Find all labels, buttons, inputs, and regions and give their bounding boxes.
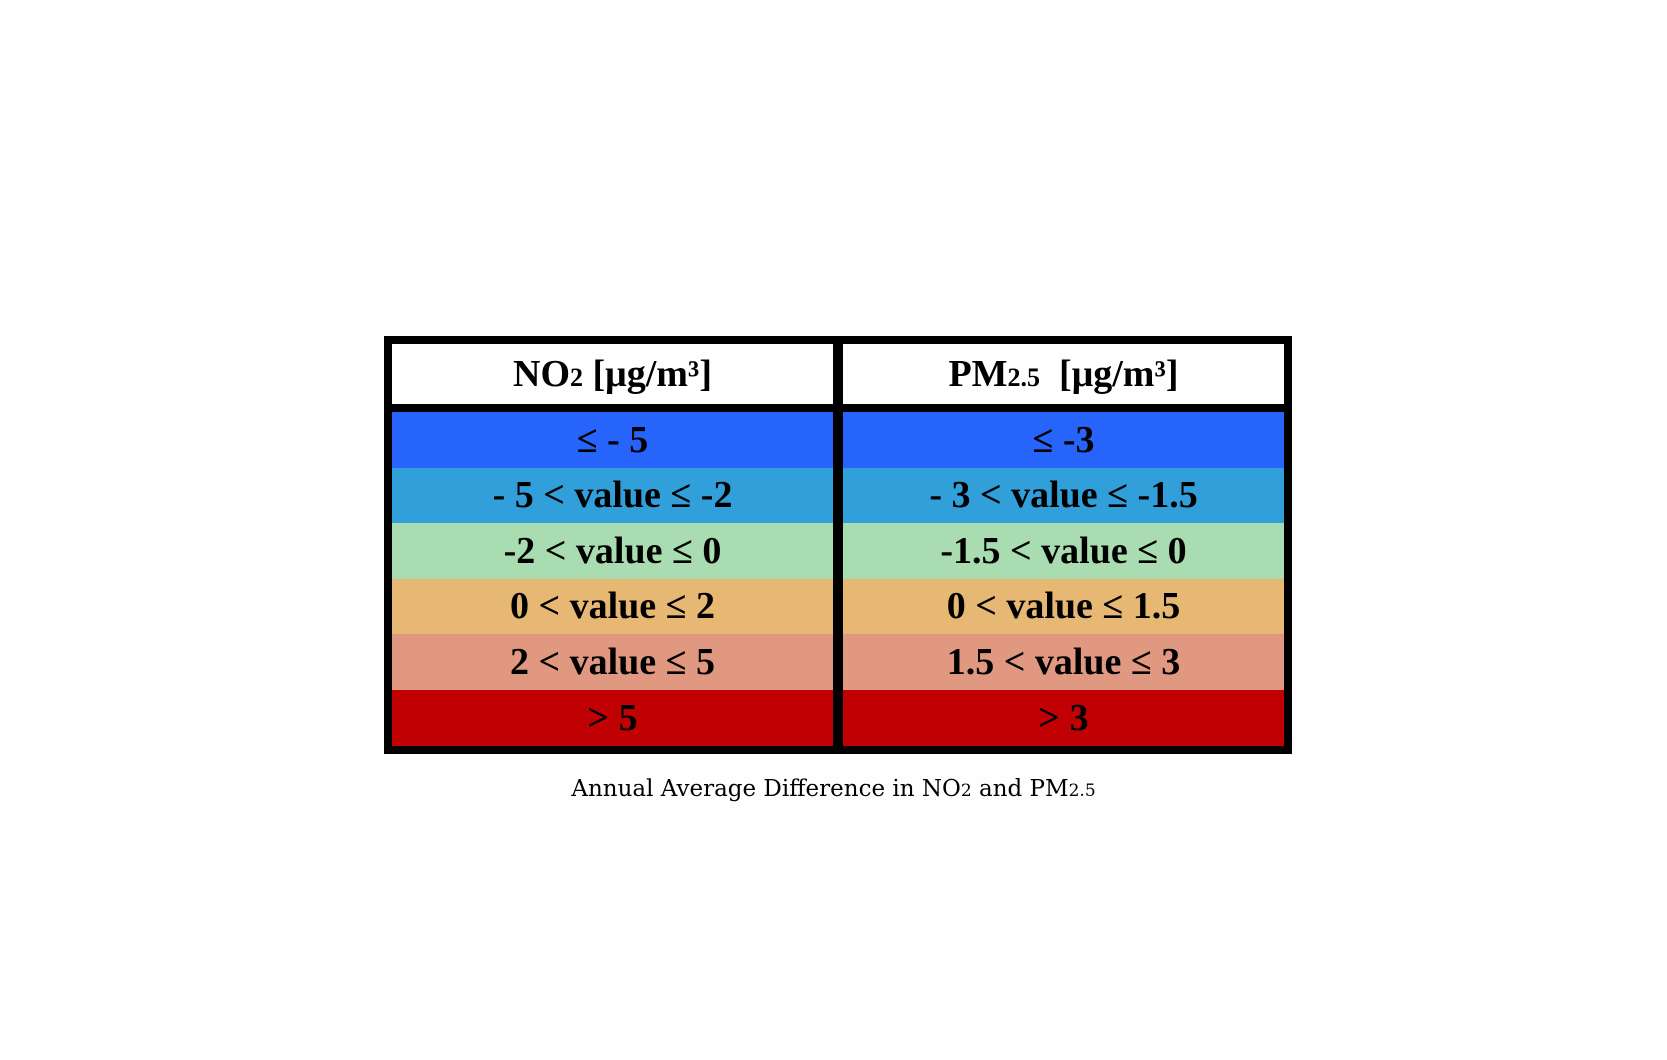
color-legend-table: NO 2 [μg/m³] ≤ - 5 - 5 < value ≤ -2 -2 < … — [384, 336, 1292, 754]
pm25-header-subscript: 2.5 — [1007, 363, 1041, 392]
pm25-header-label: PM — [948, 353, 1008, 395]
no2-band-6: > 5 — [392, 689, 833, 746]
no2-header-label: NO — [513, 353, 571, 395]
pm25-band-1: ≤ -3 — [843, 412, 1284, 468]
caption-text-1: Annual Average Difference in NO — [571, 776, 961, 802]
header-divider — [843, 404, 1284, 412]
no2-band-4: 0 < value ≤ 2 — [392, 578, 833, 634]
no2-band-1: ≤ - 5 — [392, 412, 833, 468]
pm25-header-unit: [μg/m³] — [1040, 353, 1179, 395]
pm25-band-5: 1.5 < value ≤ 3 — [843, 634, 1284, 690]
pm25-header: PM 2.5 [μg/m³] — [843, 344, 1284, 404]
no2-band-5: 2 < value ≤ 5 — [392, 634, 833, 690]
caption-subscript-2: 2.5 — [1068, 781, 1096, 801]
no2-header-subscript: 2 — [570, 363, 584, 392]
no2-column: NO 2 [μg/m³] ≤ - 5 - 5 < value ≤ -2 -2 < … — [392, 344, 833, 746]
header-divider — [392, 404, 833, 412]
no2-header-unit: [μg/m³] — [583, 353, 712, 395]
figure-caption: Annual Average Difference in NO2 and PM2… — [0, 776, 1667, 802]
no2-header: NO 2 [μg/m³] — [392, 344, 833, 404]
pm25-column: PM 2.5 [μg/m³] ≤ -3 - 3 < value ≤ -1.5 -1… — [843, 344, 1284, 746]
pm25-band-6: > 3 — [843, 689, 1284, 746]
pm25-band-2: - 3 < value ≤ -1.5 — [843, 467, 1284, 523]
pm25-band-4: 0 < value ≤ 1.5 — [843, 578, 1284, 634]
caption-text-2: and PM — [971, 776, 1069, 802]
caption-subscript-1: 2 — [960, 781, 972, 801]
no2-band-2: - 5 < value ≤ -2 — [392, 467, 833, 523]
pm25-band-3: -1.5 < value ≤ 0 — [843, 523, 1284, 579]
no2-band-3: -2 < value ≤ 0 — [392, 523, 833, 579]
